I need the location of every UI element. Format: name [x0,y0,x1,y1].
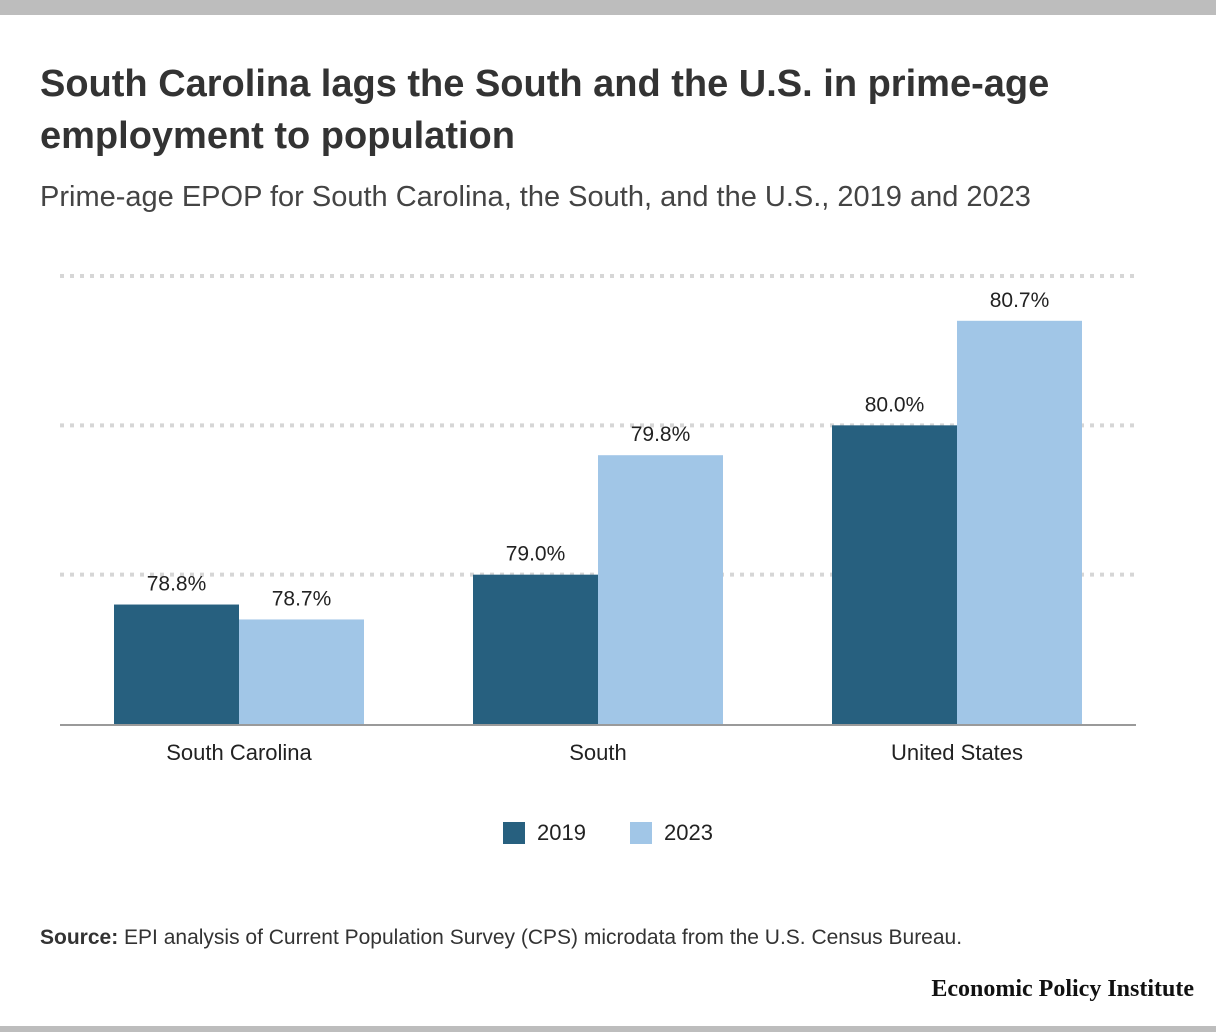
bottom-border [0,1026,1216,1032]
legend-swatch-2019 [503,822,526,844]
legend: 2019 2023 [0,820,1216,846]
category-label-1: South [569,740,627,765]
bar-2023-1 [598,455,723,724]
data-label-2023-0: 78.7% [272,587,332,610]
source-label: Source: [40,926,119,949]
legend-label-2019: 2019 [537,820,586,845]
legend-item-2019: 2019 [503,820,586,846]
data-label-2019-2: 80.0% [865,393,925,416]
chart-title: South Carolina lags the South and the U.… [40,63,1050,157]
legend-swatch-2023 [630,822,652,844]
source-note: Source: EPI analysis of Current Populati… [40,926,1190,950]
category-label-2: United States [891,740,1023,765]
legend-item-2023: 2023 [630,820,713,846]
top-border [0,0,1216,15]
bar-2023-0 [239,619,364,724]
data-label-2023-2: 80.7% [990,289,1050,312]
category-label-0: South Carolina [166,740,312,765]
data-label-2019-0: 78.8% [147,573,207,596]
bar-2019-2 [832,425,957,724]
data-label-2023-1: 79.8% [631,423,691,446]
bar-2019-0 [114,604,239,724]
bar-2019-1 [473,574,598,724]
chart-subtitle: Prime-age EPOP for South Carolina, the S… [40,181,1031,213]
data-label-2019-1: 79.0% [506,543,566,566]
bar-chart: 78.8% 78.7% South Carolina 79.0% 79.8% South 8… [60,274,1136,765]
brand-logo-text: Economic Policy Institute [931,976,1194,1002]
legend-label-2023: 2023 [664,820,713,845]
bar-2023-2 [957,320,1082,724]
source-text: EPI analysis of Current Population Surve… [118,926,963,949]
